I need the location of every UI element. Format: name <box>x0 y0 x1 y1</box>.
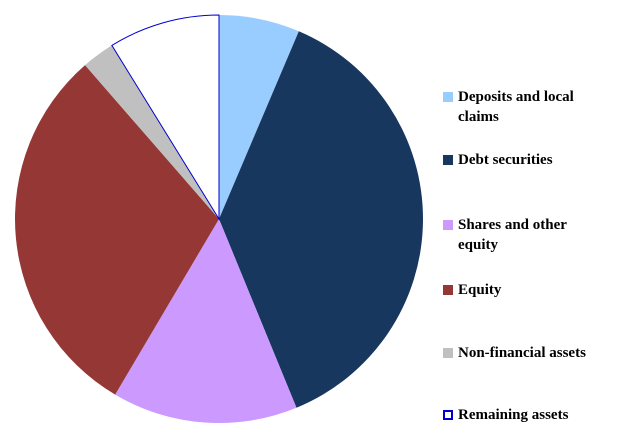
legend-item: Debt securities <box>443 150 633 170</box>
legend-swatch <box>443 220 453 230</box>
legend-label: Deposits and local claims <box>458 89 574 125</box>
legend-swatch <box>443 285 453 295</box>
legend-item: Remaining assets <box>443 405 633 425</box>
legend-label: Remaining assets <box>458 407 569 423</box>
legend-item: Non-financial assets <box>443 343 633 363</box>
legend-label: Non-financial assets <box>458 345 586 361</box>
legend-swatch <box>443 348 453 358</box>
legend-swatch <box>443 92 453 102</box>
legend-swatch <box>443 155 453 165</box>
legend-label: Equity <box>458 282 502 298</box>
pie-slice <box>219 15 299 219</box>
pie-slice <box>115 219 297 423</box>
legend-label: Shares and other equity <box>458 217 567 253</box>
legend-swatch <box>443 410 453 420</box>
pie-slice <box>219 31 424 408</box>
legend-item: Deposits and local claims <box>443 87 633 127</box>
pie-slice <box>85 45 219 219</box>
legend-label: Debt securities <box>458 152 553 168</box>
legend-item: Equity <box>443 280 633 300</box>
pie-slice <box>111 14 220 221</box>
legend-item: Shares and other equity <box>443 215 633 255</box>
pie-slice <box>15 65 220 395</box>
